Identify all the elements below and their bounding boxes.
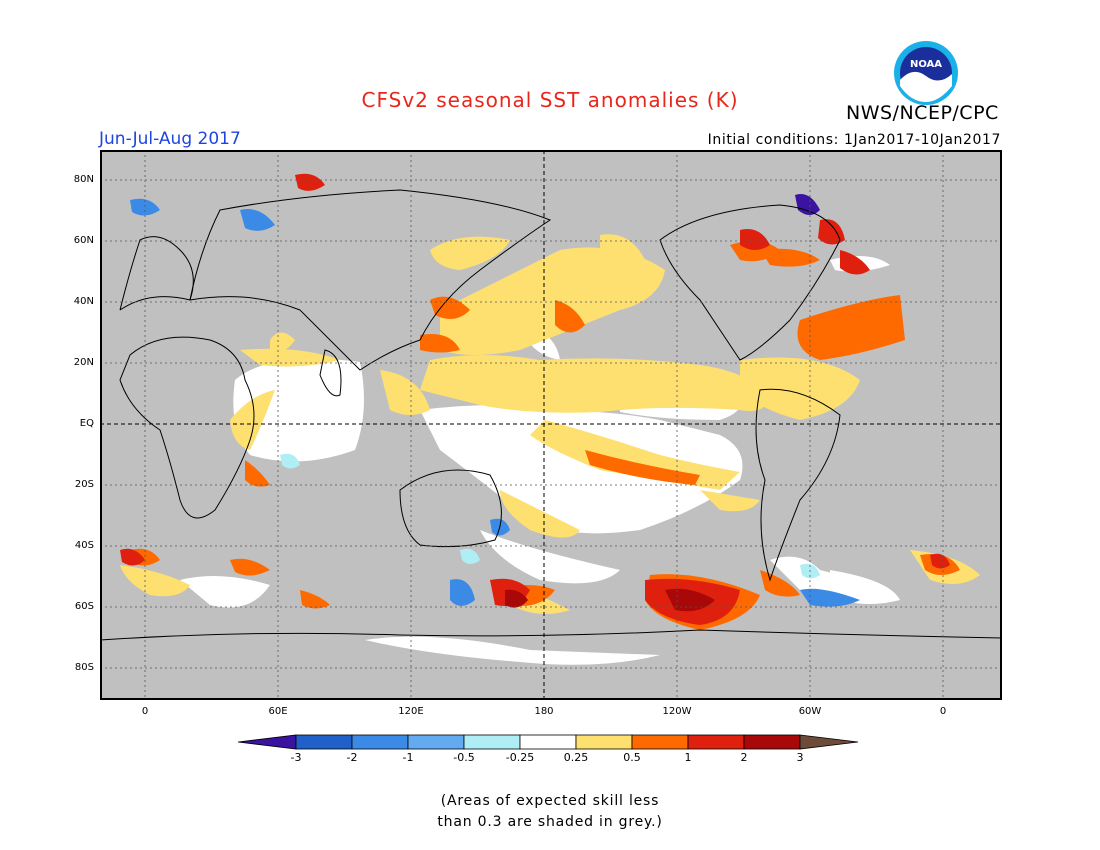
cool-anomaly-regions	[130, 198, 860, 607]
colorbar-cell	[463, 734, 521, 750]
colorbar-tick-label: 2	[740, 751, 748, 764]
colorbar-cell	[575, 734, 633, 750]
strong-cool-region	[795, 194, 820, 215]
colorbar-cell-max	[799, 734, 859, 750]
colorbar-tick-label: -0.25	[505, 751, 535, 764]
grid-lines	[100, 150, 1002, 700]
lon-label-180: 180	[534, 706, 554, 717]
colorbar-cell	[519, 734, 577, 750]
skill-note-line-2: than 0.3 are shaded in grey.)	[437, 814, 663, 830]
lat-label-80s: 80S	[74, 662, 94, 673]
lat-label-20n: 20N	[73, 357, 94, 368]
lat-label-40s: 40S	[74, 540, 94, 551]
colorbar-tick-label: 1	[684, 751, 692, 764]
lon-label-0-east: 0	[939, 706, 947, 717]
lon-label-120w: 120W	[662, 706, 692, 717]
colorbar-tick-label: -1	[402, 751, 414, 764]
logo-text: NOAA	[910, 59, 942, 70]
colorbar-tick-label: 0.5	[623, 751, 641, 764]
colorbar-cell	[687, 734, 745, 750]
colorbar-cell-min	[238, 734, 297, 750]
warm-anomaly-regions	[120, 234, 980, 614]
map-frame	[100, 150, 1002, 700]
lon-label-120e: 120E	[398, 706, 424, 717]
equator-dateline	[100, 150, 1002, 700]
lat-label-60s: 60S	[74, 601, 94, 612]
lon-label-60e: 60E	[268, 706, 288, 717]
lat-label-60n: 60N	[73, 235, 94, 246]
colorbar	[238, 734, 859, 750]
noaa-logo: NOAA	[894, 41, 958, 105]
colorbar-tick-label: 3	[796, 751, 804, 764]
chart-title: CFSv2 seasonal SST anomalies (K)	[361, 88, 739, 112]
colorbar-tick-label: -2	[346, 751, 358, 764]
colorbar-cell	[631, 734, 689, 750]
lat-label-eq: EQ	[79, 418, 94, 429]
lat-label-80n: 80N	[73, 174, 94, 185]
skill-note-line-1: (Areas of expected skill less	[440, 793, 660, 809]
lat-label-40n: 40N	[73, 296, 94, 307]
colorbar-tick-label: 0.25	[563, 751, 589, 764]
organization-label: NWS/NCEP/CPC	[846, 102, 999, 124]
lon-label-60w: 60W	[798, 706, 822, 717]
skill-note: (Areas of expected skill less than 0.3 a…	[0, 791, 1100, 833]
colorbar-cell	[743, 734, 801, 750]
colorbar-tick-label: -0.5	[453, 751, 475, 764]
colorbar-cell	[295, 734, 353, 750]
colorbar-cell	[351, 734, 409, 750]
initial-conditions-label: Initial conditions: 1Jan2017-10Jan2017	[707, 132, 1001, 148]
colorbar-tick-label: -3	[290, 751, 302, 764]
coastlines	[100, 189, 1002, 641]
season-label: Jun-Jul-Aug 2017	[99, 129, 241, 149]
dark-red-anomaly-regions	[505, 588, 715, 612]
lon-label-0: 0	[141, 706, 149, 717]
lat-label-20s: 20S	[74, 479, 94, 490]
colorbar-cell	[407, 734, 465, 750]
sst-anomaly-map	[100, 150, 1002, 700]
